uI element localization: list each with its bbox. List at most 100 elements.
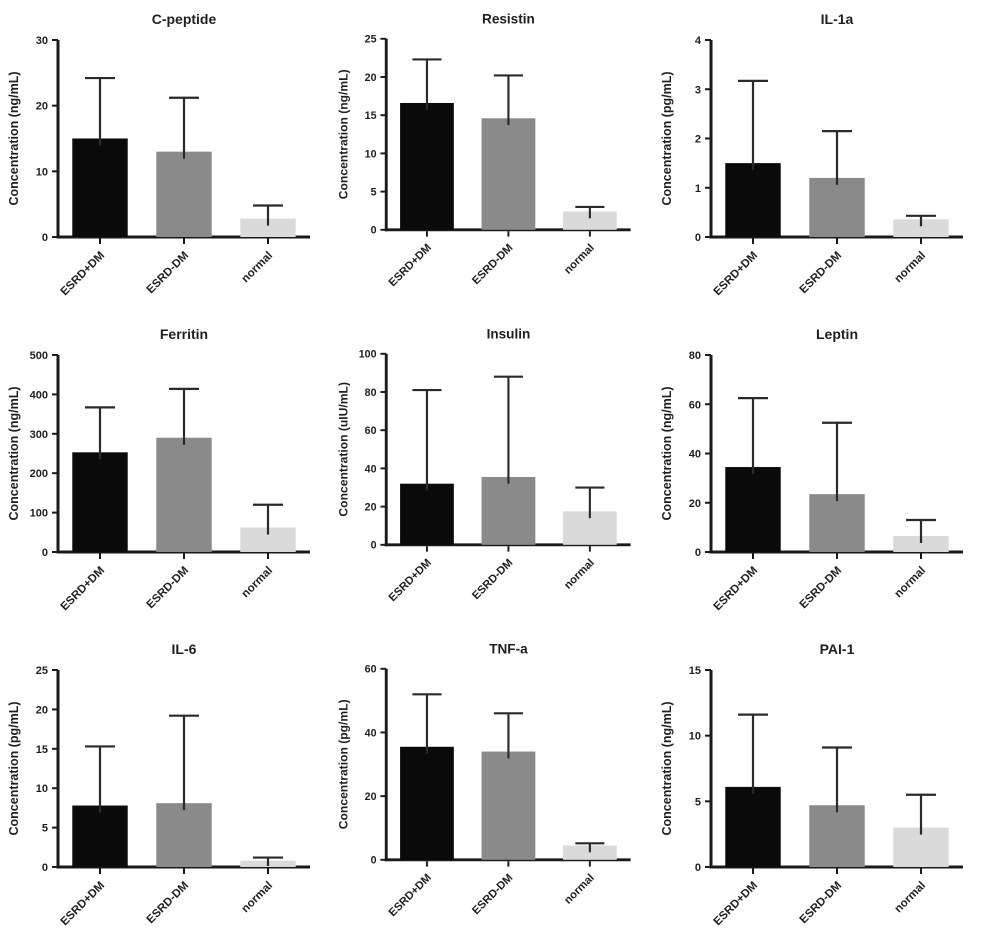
x-tick-label: ESRD+DM: [387, 242, 434, 289]
y-tick-label: 60: [365, 425, 377, 437]
chart-title: PAI-1: [819, 641, 854, 657]
bar-ESRD-DM: [481, 477, 536, 545]
bar-ESRD-DM: [481, 751, 536, 860]
chart-insulin: Insulin Concentration (uIU/mL) 0 20 40 60 80 10…: [330, 315, 650, 630]
y-axis-label: Concentration (pg/mL): [336, 699, 350, 829]
x-tick-label: ESRD+DM: [711, 250, 759, 298]
y-tick-label: 20: [36, 704, 48, 716]
y-tick-label: 25: [365, 34, 377, 46]
y-tick-label: 4: [694, 35, 701, 47]
y-tick-label: 500: [30, 350, 48, 362]
y-tick-label: 300: [30, 429, 48, 441]
x-tick-label: normal: [240, 250, 276, 286]
y-tick-label: 20: [36, 101, 48, 113]
x-tick-label: ESRD+DM: [711, 565, 759, 613]
y-axis-label: Concentration (uIU/mL): [336, 382, 350, 517]
chart-svg-ferritin: Ferritin Concentration (ng/mL) 0 100 200 300 4…: [7, 326, 310, 613]
bar-ESRD+DM: [724, 467, 781, 552]
bar-ESRD-DM: [481, 118, 536, 230]
bar-ESRD-DM: [808, 805, 865, 867]
chart-leptin: Leptin Concentration (ng/mL) 0 20 40 60 80 ESRD…: [650, 315, 985, 630]
bar-ESRD-DM: [156, 803, 212, 867]
chart-title: C-peptide: [152, 11, 217, 27]
bar-normal: [240, 218, 296, 237]
x-tick-label: normal: [240, 565, 276, 601]
y-tick-label: 10: [36, 783, 48, 795]
y-tick-label: 30: [36, 35, 48, 47]
x-tick-label: normal: [562, 242, 597, 277]
y-tick-label: 5: [371, 186, 377, 198]
bar-ESRD-DM: [156, 437, 212, 552]
bar-ESRD+DM: [72, 805, 128, 867]
y-tick-label: 0: [42, 232, 48, 244]
bar-ESRD+DM: [400, 746, 454, 860]
y-tick-label: 1: [694, 183, 700, 195]
chart-c-peptide: C-peptide Concentration (ng/mL) 0 10 20 30 ESR…: [0, 0, 330, 315]
y-axis-label: Concentration (ng/mL): [660, 701, 674, 835]
y-tick-label: 20: [365, 501, 377, 513]
chart-title: Leptin: [816, 326, 858, 342]
chart-title: IL-1a: [820, 11, 853, 27]
y-tick-label: 400: [30, 389, 48, 401]
chart-il-6: IL-6 Concentration (pg/mL) 0 5 10 15 20 25 ESRD+…: [0, 630, 330, 950]
x-tick-label: normal: [892, 250, 928, 286]
y-tick-label: 0: [42, 547, 48, 559]
chart-svg-il-1a: IL-1a Concentration (pg/mL) 0 1 2 3 4 ESRD+DM ES…: [660, 11, 963, 298]
chart-title: Ferritin: [160, 326, 208, 342]
x-tick-label: ESRD+DM: [59, 565, 107, 613]
y-tick-label: 15: [36, 744, 48, 756]
y-tick-label: 60: [688, 399, 700, 411]
y-tick-label: 80: [365, 387, 377, 399]
y-tick-label: 3: [694, 84, 700, 96]
bar-ESRD-DM: [808, 177, 865, 237]
x-tick-label: ESRD+DM: [711, 880, 759, 928]
y-axis-label: Concentration (ng/mL): [336, 69, 350, 199]
chart-svg-resistin: Resistin Concentration (ng/mL) 0 5 10 15 20 25 E…: [336, 11, 631, 289]
y-tick-label: 20: [365, 72, 377, 84]
x-tick-label: normal: [892, 565, 928, 601]
y-tick-label: 40: [688, 449, 700, 461]
y-tick-label: 40: [365, 463, 377, 475]
chart-pai-1: PAI-1 Concentration (ng/mL) 0 5 10 15 ESRD+DM E…: [650, 630, 985, 950]
y-tick-label: 0: [371, 540, 377, 552]
y-tick-label: 40: [365, 727, 377, 739]
y-tick-label: 10: [365, 148, 377, 160]
y-tick-label: 15: [688, 665, 700, 677]
bar-normal: [562, 845, 617, 860]
chart-title: Resistin: [482, 11, 535, 26]
y-tick-label: 5: [694, 796, 700, 808]
y-axis-label: Concentration (ng/mL): [7, 386, 21, 520]
chart-tnf-a: TNF-a Concentration (pg/mL) 0 20 40 60 ESRD+DM…: [330, 630, 650, 950]
y-tick-label: 2: [694, 134, 700, 146]
y-tick-label: 0: [694, 862, 700, 874]
x-tick-label: ESRD+DM: [59, 250, 107, 298]
x-tick-label: ESRD-DM: [145, 880, 191, 926]
x-tick-label: ESRD-DM: [470, 872, 515, 917]
y-tick-label: 100: [359, 349, 377, 361]
y-tick-label: 25: [36, 665, 48, 677]
x-tick-label: ESRD-DM: [470, 557, 515, 602]
y-tick-label: 10: [36, 166, 48, 178]
x-tick-label: ESRD+DM: [59, 880, 107, 928]
x-tick-label: ESRD-DM: [145, 565, 191, 611]
y-axis-label: Concentration (pg/mL): [7, 701, 21, 835]
y-axis-label: Concentration (ng/mL): [660, 386, 674, 520]
bar-ESRD+DM: [724, 786, 781, 867]
y-tick-label: 20: [688, 498, 700, 510]
bar-normal: [892, 219, 949, 237]
bar-ESRD+DM: [72, 452, 128, 552]
bar-normal: [562, 211, 617, 230]
bar-ESRD-DM: [156, 151, 212, 237]
chart-title: Insulin: [487, 326, 531, 341]
y-tick-label: 10: [688, 731, 700, 743]
y-tick-label: 60: [365, 664, 377, 676]
x-tick-label: normal: [562, 872, 597, 907]
y-tick-label: 0: [371, 855, 377, 867]
x-tick-label: ESRD-DM: [797, 880, 843, 926]
y-tick-label: 100: [30, 508, 48, 520]
y-tick-label: 20: [365, 791, 377, 803]
y-tick-label: 200: [30, 468, 48, 480]
y-tick-label: 0: [371, 225, 377, 237]
chart-svg-il-6: IL-6 Concentration (pg/mL) 0 5 10 15 20 25 ESRD+…: [7, 641, 310, 928]
